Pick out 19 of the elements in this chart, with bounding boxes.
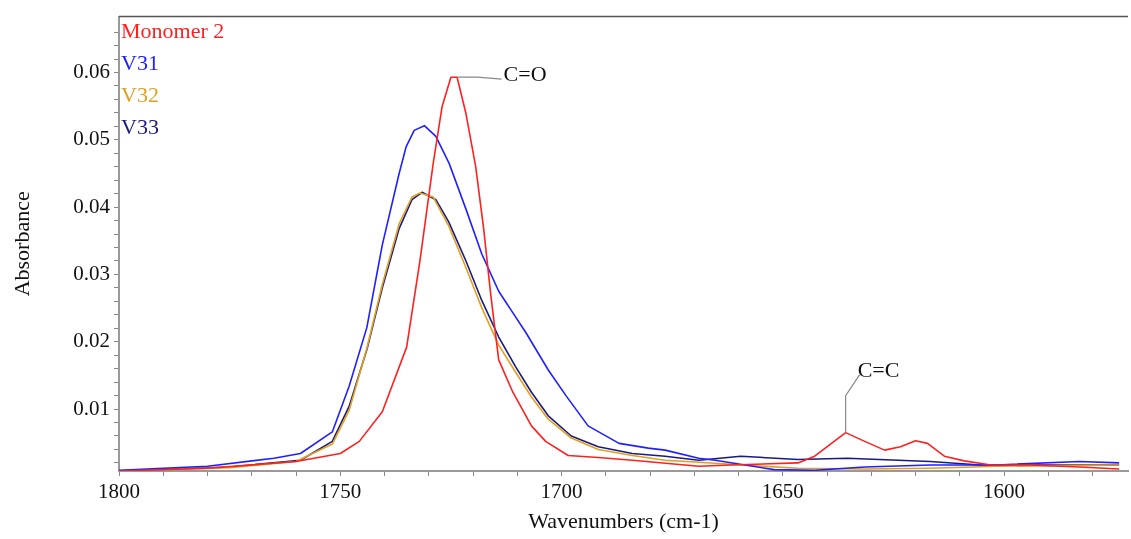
x-tick-label: 1700 xyxy=(540,479,583,504)
x-tick-label: 1600 xyxy=(983,479,1026,504)
text: V32 xyxy=(121,82,159,108)
y-axis-title: Absorbance xyxy=(8,191,34,297)
y-tick-label: 0.03 xyxy=(73,260,110,285)
text: V33 xyxy=(121,114,159,140)
text: Monomer 2 xyxy=(121,18,225,44)
y-tick-label: 0.01 xyxy=(73,395,110,420)
y-tick-label: 0.02 xyxy=(73,328,110,353)
text: V31 xyxy=(121,50,159,76)
annotation: C=C xyxy=(857,357,900,383)
x-tick-label: 1800 xyxy=(98,479,140,504)
annotation: C=O xyxy=(503,60,547,86)
x-tick-label: 1750 xyxy=(319,479,362,504)
x-axis-title: Wavenumbers (cm-1) xyxy=(528,507,719,533)
x-tick-label: 1650 xyxy=(761,479,804,504)
y-tick-label: 0.06 xyxy=(73,58,110,83)
y-tick-label: 0.05 xyxy=(73,126,110,151)
y-tick-label: 0.04 xyxy=(73,193,111,218)
